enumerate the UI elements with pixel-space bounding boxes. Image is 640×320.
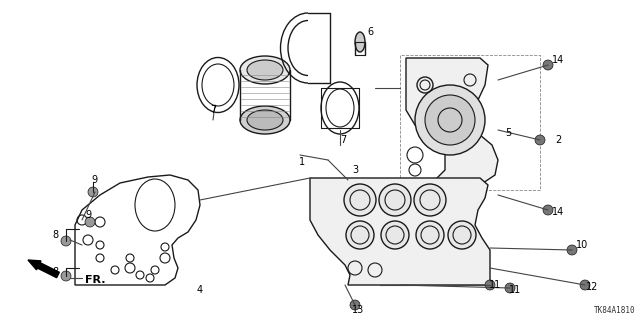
Circle shape <box>425 95 475 145</box>
Circle shape <box>61 271 71 281</box>
Circle shape <box>580 280 590 290</box>
Circle shape <box>350 300 360 310</box>
Circle shape <box>414 184 446 216</box>
Text: 7: 7 <box>210 105 216 115</box>
Circle shape <box>415 85 485 155</box>
FancyArrow shape <box>28 260 60 278</box>
Text: FR.: FR. <box>85 275 106 285</box>
Polygon shape <box>406 58 498 188</box>
Bar <box>400 55 540 190</box>
Polygon shape <box>310 178 490 285</box>
Ellipse shape <box>355 32 365 52</box>
Text: 2: 2 <box>555 135 561 145</box>
Text: 14: 14 <box>552 207 564 217</box>
Circle shape <box>381 221 409 249</box>
Ellipse shape <box>240 56 290 84</box>
Text: 7: 7 <box>340 135 346 145</box>
Text: 9: 9 <box>91 175 97 185</box>
Text: 3: 3 <box>352 165 358 175</box>
Circle shape <box>567 245 577 255</box>
Text: 1: 1 <box>299 157 305 167</box>
Text: 4: 4 <box>197 285 203 295</box>
Circle shape <box>416 221 444 249</box>
Circle shape <box>88 187 98 197</box>
Text: 11: 11 <box>509 285 521 295</box>
Text: 14: 14 <box>552 55 564 65</box>
Text: 10: 10 <box>576 240 588 250</box>
Text: 8: 8 <box>52 230 58 240</box>
Circle shape <box>346 221 374 249</box>
Circle shape <box>448 221 476 249</box>
Ellipse shape <box>240 106 290 134</box>
Circle shape <box>485 280 495 290</box>
Circle shape <box>543 205 553 215</box>
Text: 6: 6 <box>367 27 373 37</box>
Text: 13: 13 <box>352 305 364 315</box>
Circle shape <box>85 217 95 227</box>
Circle shape <box>535 135 545 145</box>
Circle shape <box>505 283 515 293</box>
Circle shape <box>379 184 411 216</box>
Circle shape <box>344 184 376 216</box>
Circle shape <box>61 236 71 246</box>
Circle shape <box>543 60 553 70</box>
Ellipse shape <box>247 60 283 80</box>
Text: 9: 9 <box>85 210 91 220</box>
Text: 8: 8 <box>52 267 58 277</box>
Text: TK84A1810: TK84A1810 <box>593 306 635 315</box>
Text: 11: 11 <box>489 280 501 290</box>
Text: 5: 5 <box>505 128 511 138</box>
Ellipse shape <box>247 110 283 130</box>
Text: 12: 12 <box>586 282 598 292</box>
